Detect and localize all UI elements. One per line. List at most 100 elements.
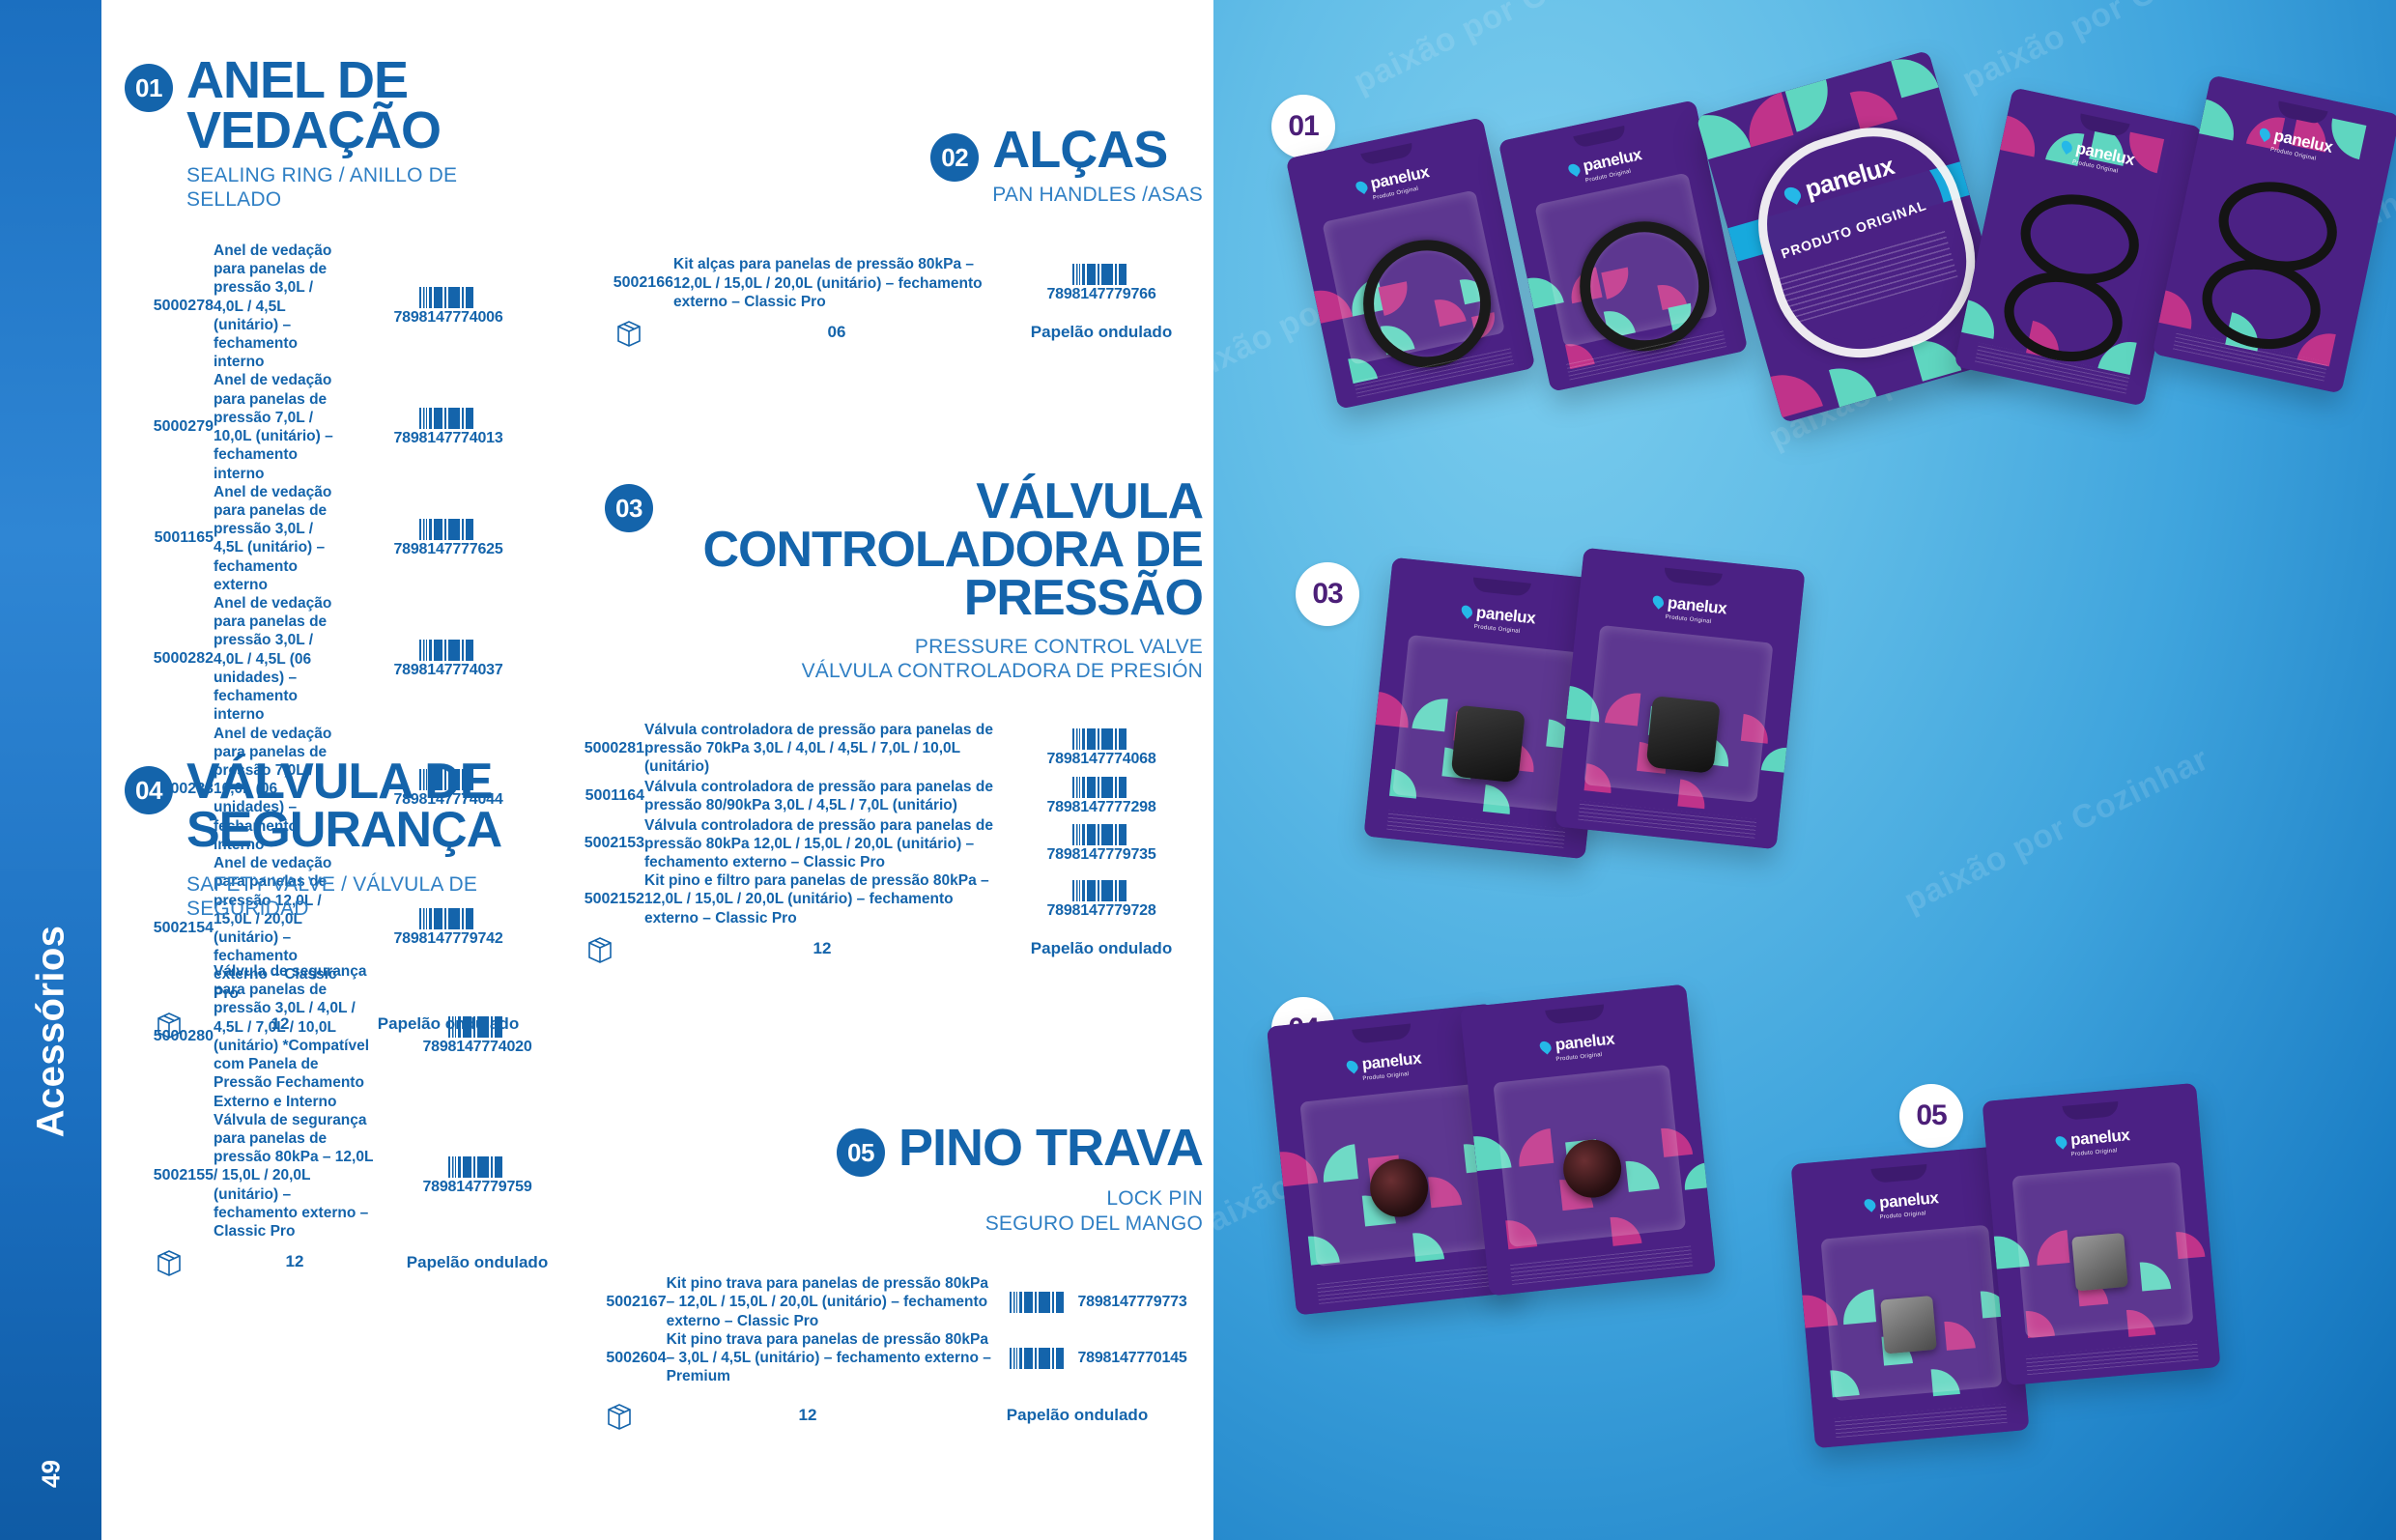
- section-01-subtitle: SEALING RING / ANILLO DE SELLADO: [186, 163, 458, 212]
- table-row: 5002166 Kit alças para panelas de pressã…: [585, 255, 1203, 311]
- product-ean: 7898147774006: [393, 308, 503, 326]
- section-05-table: 5002167 Kit pino trava para panelas de p…: [575, 1274, 1203, 1385]
- barcode-icon: [419, 407, 473, 429]
- product-ean: 7898147779773: [1077, 1294, 1187, 1311]
- table-row: 5002604 Kit pino trava para panelas de p…: [575, 1330, 1203, 1386]
- section-04-footer: 12 Papelão ondulado: [125, 1246, 579, 1277]
- barcode-icon: [419, 769, 473, 791]
- product-description: Válvula de segurança para panelas de pre…: [214, 1111, 376, 1241]
- product-description: Válvula de segurança para panelas de pre…: [214, 963, 370, 1110]
- section-02-alcas: 02 ALÇAS PAN HANDLES /ASAS 5002166 Kit a…: [585, 124, 1203, 348]
- product-code: 5002153: [584, 835, 644, 852]
- product-line-suffix: Classic Pro: [744, 293, 826, 310]
- product-ean: 7898147770145: [1077, 1349, 1187, 1366]
- section-04-badge: 04: [125, 766, 173, 814]
- table-row: 5002153 Válvula controladora de pressão …: [556, 816, 1203, 872]
- section-05-subtitle-en: LOCK PIN: [1106, 1187, 1203, 1210]
- watermark: paixão por Cozinhar: [1347, 0, 1665, 100]
- product-pack-sealing-ring-large: panelux PRODUTO ORIGINAL: [1696, 49, 2016, 424]
- product-barcode-cell: 7898147777625: [347, 483, 550, 594]
- product-ean: 7898147774068: [1046, 751, 1156, 768]
- product-code: 5002604: [606, 1349, 667, 1366]
- barcode-icon: [1072, 823, 1127, 845]
- table-row: 5002154 Anel de vedação para panelas de …: [125, 854, 550, 1003]
- section-04-subtitle: SAFETY VALVE / VÁLVULA DE SEGURIDAD: [186, 872, 478, 921]
- product-barcode-cell: 7898147770145: [994, 1330, 1203, 1386]
- product-ean: 7898147774013: [393, 429, 503, 446]
- product-barcode-cell: 7898147777298: [1000, 776, 1203, 816]
- product-ean: 7898147777298: [1046, 798, 1156, 815]
- pack-pattern: [1498, 100, 1749, 392]
- box-icon: [157, 1012, 181, 1039]
- pack-pattern: [2152, 74, 2396, 394]
- product-line-suffix: Classic Pro: [736, 1312, 819, 1329]
- right-page-photography: paixão por Cozinhar paixão por Cozinhar …: [1213, 0, 2396, 1540]
- product-ean: 7898147774037: [393, 661, 503, 678]
- droplet-icon: [1537, 1039, 1555, 1055]
- product-barcode-cell: 7898147779759: [376, 1111, 579, 1241]
- pack-quantity: 06: [827, 323, 846, 342]
- lock-pin-product: [1880, 1295, 1937, 1354]
- product-ean: 7898147779742: [393, 930, 503, 948]
- product-description-text: Válvula controladora de pressão para pan…: [644, 816, 993, 871]
- product-code: 5001164: [585, 787, 644, 805]
- product-description-text: Kit pino trava para panelas de pressão 8…: [666, 1275, 989, 1329]
- barcode-icon: [1072, 263, 1127, 285]
- pack-quantity: 12: [798, 1405, 817, 1424]
- section-04-title: VÁLVULA DE SEGURANÇA: [186, 754, 502, 858]
- box-icon: [588, 937, 612, 963]
- product-barcode-cell: 7898147779766: [1000, 255, 1203, 311]
- barcode-icon: [1072, 879, 1127, 901]
- box-icon-wrap: [585, 317, 673, 348]
- table-row: 5002167 Kit pino trava para panelas de p…: [575, 1274, 1203, 1330]
- section-05-title: PINO TRAVA: [898, 1119, 1204, 1178]
- product-pack-lock-pin-a: panelux Produto Original: [1790, 1145, 2030, 1449]
- product-code: 5002154: [153, 919, 214, 936]
- section-02-footer: 06 Papelão ondulado: [585, 317, 1203, 348]
- section-01-table: 5000278 Anel de vedação para panelas de …: [125, 242, 550, 1003]
- product-code: 5000282: [153, 650, 214, 668]
- watermark: paixão por Cozinhar: [1897, 740, 2215, 920]
- product-description: Anel de vedação para panelas de pressão …: [214, 595, 332, 724]
- product-ean: 7898147779728: [1046, 901, 1156, 919]
- coiled-ring-graphic: [2004, 193, 2139, 361]
- left-page: Acessórios 49 01 ANEL DE VEDAÇÃO SEALING…: [0, 0, 1213, 1540]
- table-row: 5000279 Anel de vedação para panelas de …: [125, 371, 550, 482]
- barcode-icon: [419, 639, 473, 661]
- product-code: 5002166: [613, 274, 673, 292]
- photo-marker-03: 03: [1296, 562, 1359, 626]
- product-barcode-cell: 7898147774013: [347, 371, 550, 482]
- product-line-suffix: Classic Pro: [803, 854, 885, 871]
- product-description-text: Anel de vedação para panelas de pressão …: [214, 855, 332, 984]
- left-page-content: 01 ANEL DE VEDAÇÃO SEALING RING / ANILLO…: [101, 0, 1213, 1540]
- product-barcode-cell: 7898147774044: [347, 725, 550, 855]
- section-01-title: ANEL DE VEDAÇÃO: [186, 51, 442, 159]
- product-description: Kit pino trava para panelas de pressão 8…: [667, 1274, 994, 1330]
- pressure-valve-product: [1645, 696, 1722, 775]
- section-05-subtitle-es: SEGURO DEL MANGO: [984, 1212, 1203, 1235]
- coiled-ring-graphic: [2202, 181, 2337, 349]
- product-ean: 7898147777625: [393, 540, 503, 557]
- photo-marker-01: 01: [1271, 95, 1335, 158]
- box-icon-wrap: [556, 933, 644, 964]
- section-03-badge: 03: [605, 484, 653, 532]
- product-description: Anel de vedação para panelas de pressão …: [214, 372, 333, 482]
- barcode-icon: [1072, 776, 1127, 798]
- product-code: 5000279: [153, 418, 214, 436]
- brand-wordmark: panelux: [2069, 1126, 2131, 1150]
- product-barcode-cell: 7898147779773: [994, 1274, 1203, 1330]
- product-pack-safety-valve-b: panelux Produto Original: [1459, 984, 1717, 1297]
- section-04-table: 5000280 Válvula de segurança para panela…: [125, 962, 579, 1241]
- section-01-badge: 01: [125, 64, 173, 112]
- product-barcode-cell: 7898147774006: [347, 242, 550, 372]
- section-05-header: 05 PINO TRAVA LOCK PIN SEGURO DEL MANGO: [575, 1119, 1204, 1236]
- product-description: Anel de vedação para panelas de pressão …: [214, 242, 332, 371]
- barcode-icon: [419, 286, 473, 308]
- section-02-subtitle: PAN HANDLES /ASAS: [992, 183, 1203, 206]
- product-pack-valve-b: panelux Produto Original: [1555, 547, 1806, 850]
- pack-pattern: [1285, 117, 1536, 410]
- droplet-icon: [1354, 179, 1370, 195]
- coiled-ring-product: [1970, 173, 2173, 382]
- product-description-text: Kit alças para panelas de pressão 80kPa …: [673, 256, 983, 310]
- section-05-badge: 05: [836, 1128, 885, 1177]
